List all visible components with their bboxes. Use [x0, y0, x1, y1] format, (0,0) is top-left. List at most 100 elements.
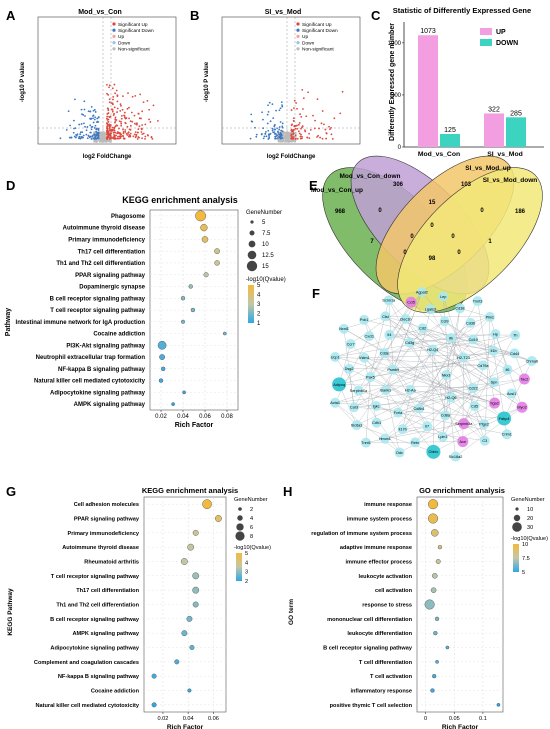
volcano-point: [95, 140, 98, 143]
volcano-point: [131, 120, 134, 123]
network-node: [427, 344, 438, 355]
volcano-point: [330, 127, 332, 129]
enrichment-point: [174, 659, 180, 665]
volcano-point: [103, 132, 105, 135]
volcano-point: [283, 136, 286, 139]
volcano-point: [121, 108, 124, 111]
volcano-point: [126, 134, 129, 136]
network-node: [450, 451, 461, 462]
volcano-point: [280, 129, 283, 132]
network-node: [349, 402, 360, 413]
volcano-point: [114, 92, 116, 95]
color-legend-label: 4: [245, 560, 248, 566]
network-node-label: Cdh1: [372, 421, 381, 425]
size-legend-dot: [236, 523, 244, 531]
volcano-point: [68, 136, 71, 139]
network-node-label: Plin1: [486, 315, 494, 319]
network-node-label: Pck1: [360, 318, 368, 322]
panel-b-title: SI_vs_Mod: [265, 9, 302, 16]
network-node-label: Ctsl: [382, 315, 389, 319]
volcano-point: [302, 97, 305, 100]
volcano-point: [108, 127, 111, 130]
pathway-label: Autoimmune thyroid disease: [63, 226, 146, 232]
size-legend-label: 5: [262, 220, 266, 226]
volcano-point: [278, 126, 281, 128]
volcano-point: [94, 135, 97, 137]
network-node-label: Acta1: [330, 401, 340, 405]
legend-label: Non-significant: [302, 47, 334, 53]
network-node-label: H2-T23: [457, 356, 470, 360]
volcano-point: [280, 137, 283, 140]
pathway-label: Phagosome: [111, 214, 146, 220]
network-node-label: Cd8b1: [413, 407, 424, 411]
volcano-point: [107, 134, 110, 137]
volcano-point: [97, 137, 99, 140]
pathway-label: adaptive immune response: [340, 545, 412, 551]
enrichment-point: [181, 630, 188, 637]
size-legend-label: 8: [250, 534, 253, 540]
pathway-label: Th1 and Th2 cell differentiation: [56, 261, 145, 267]
volcano-point: [129, 135, 132, 138]
volcano-point: [284, 140, 287, 143]
network-node-label: Crim1: [502, 433, 512, 437]
x-tick-label: 0.05: [449, 716, 460, 722]
volcano-point: [268, 137, 271, 140]
panel-d-title: KEGG enrichment analysis: [122, 195, 238, 205]
volcano-point: [271, 127, 274, 130]
legend-swatch: [112, 34, 116, 39]
panel-h-ylabel: GO term: [288, 599, 295, 625]
network-node: [422, 421, 433, 432]
volcano-point: [109, 133, 111, 135]
volcano-point: [91, 134, 94, 137]
volcano-point: [106, 113, 109, 115]
volcano-point: [97, 131, 100, 134]
volcano-point: [292, 128, 295, 131]
network-node-label: H2-Aa: [405, 388, 417, 392]
volcano-point: [74, 136, 77, 139]
network-edge: [335, 402, 400, 453]
volcano-point: [131, 95, 134, 98]
size-legend-label: 12.5: [262, 253, 274, 259]
legend-label: Down: [302, 40, 315, 46]
legend-swatch: [296, 41, 300, 45]
volcano-point: [97, 128, 100, 130]
network-node: [472, 296, 483, 307]
network-node-label: Ptgs2: [479, 423, 489, 427]
network-node-label: Tnnt3: [473, 299, 483, 303]
c-legend-label: UP: [496, 29, 506, 36]
pathway-label: B cell receptor signaling pathway: [50, 617, 140, 623]
volcano-point: [320, 122, 323, 125]
network-node-label: C3: [482, 439, 487, 443]
volcano-point: [308, 137, 311, 140]
volcano-point: [114, 121, 116, 124]
network-node-label: Ucp1: [331, 355, 340, 359]
enrichment-point: [186, 615, 193, 622]
volcano-point: [76, 133, 79, 136]
pathway-label: response to stress: [362, 602, 412, 608]
x-tick-label: 0.02: [157, 716, 168, 722]
volcano-point: [262, 118, 264, 121]
volcano-point: [82, 134, 85, 137]
panel-g-title: KEGG enrichment analysis: [142, 486, 238, 495]
c-y-tick-label: 1000: [388, 41, 402, 47]
network-node-label: Fcrla: [394, 411, 403, 415]
volcano-point: [108, 84, 111, 87]
network-edge: [364, 357, 377, 423]
enrichment-point: [434, 616, 440, 621]
network-node: [400, 314, 411, 325]
x-axis-label: Rich Factor: [442, 724, 479, 729]
volcano-point: [72, 119, 75, 122]
pathway-label: PPAR signaling pathway: [74, 516, 140, 522]
volcano-point: [294, 134, 297, 137]
volcano-point: [84, 125, 86, 128]
network-node-label: Pax5: [366, 375, 375, 379]
legend-label: Non-significant: [118, 47, 150, 53]
network-edge: [410, 389, 485, 425]
pathway-label: mononuclear cell differentiation: [327, 617, 412, 623]
volcano-point: [108, 123, 111, 126]
network-node: [439, 316, 450, 327]
network-node-label: Lpin1: [438, 435, 447, 439]
volcano-point: [137, 128, 140, 131]
volcano-point: [129, 132, 132, 135]
